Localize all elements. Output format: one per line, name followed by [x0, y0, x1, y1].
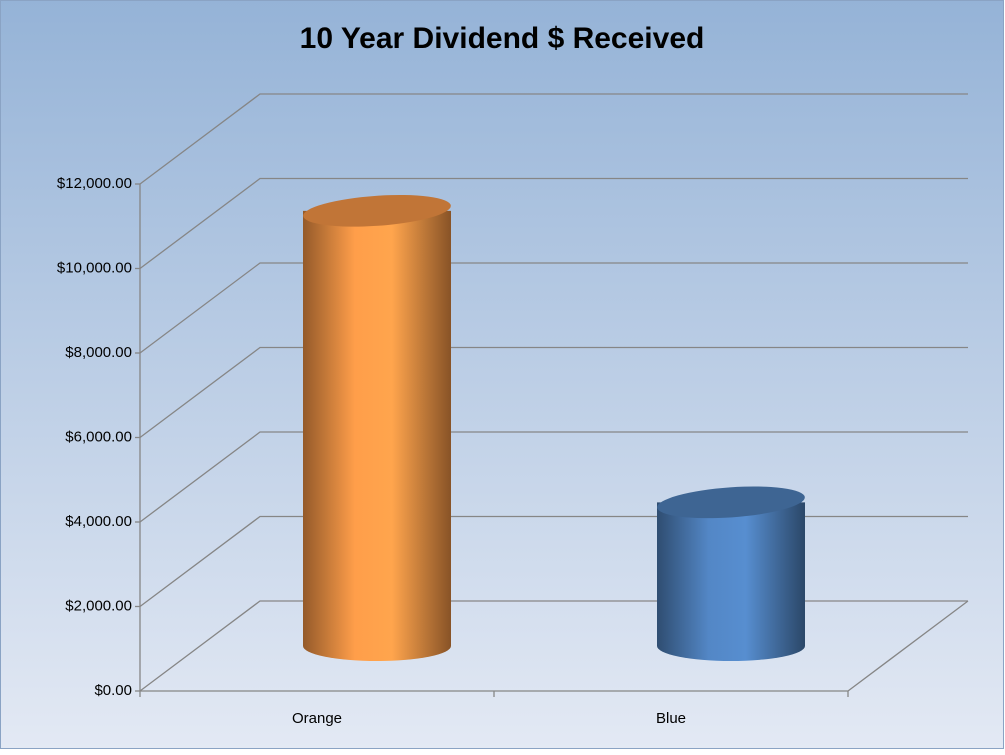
grid-line	[139, 93, 968, 185]
y-tick-label: $8,000.00	[65, 344, 132, 361]
bar	[657, 502, 805, 661]
y-tick-label: $12,000.00	[57, 175, 132, 192]
chart-title: 10 Year Dividend $ Received	[300, 22, 705, 55]
bar-top	[303, 194, 451, 227]
y-tick-label: $4,000.00	[65, 513, 132, 530]
bar-top	[657, 486, 805, 519]
y-tick-label: $6,000.00	[65, 428, 132, 445]
y-tick-label: $10,000.00	[57, 259, 132, 276]
grid-line	[139, 177, 968, 270]
bar	[303, 210, 451, 661]
grid-line	[139, 431, 968, 523]
y-tick-label: $2,000.00	[65, 597, 132, 614]
grid-line	[139, 346, 968, 439]
x-tick-label: Blue	[656, 710, 686, 727]
x-tick-label: Orange	[292, 710, 342, 727]
y-tick-label: $0.00	[94, 682, 132, 699]
grid-line	[139, 262, 968, 354]
